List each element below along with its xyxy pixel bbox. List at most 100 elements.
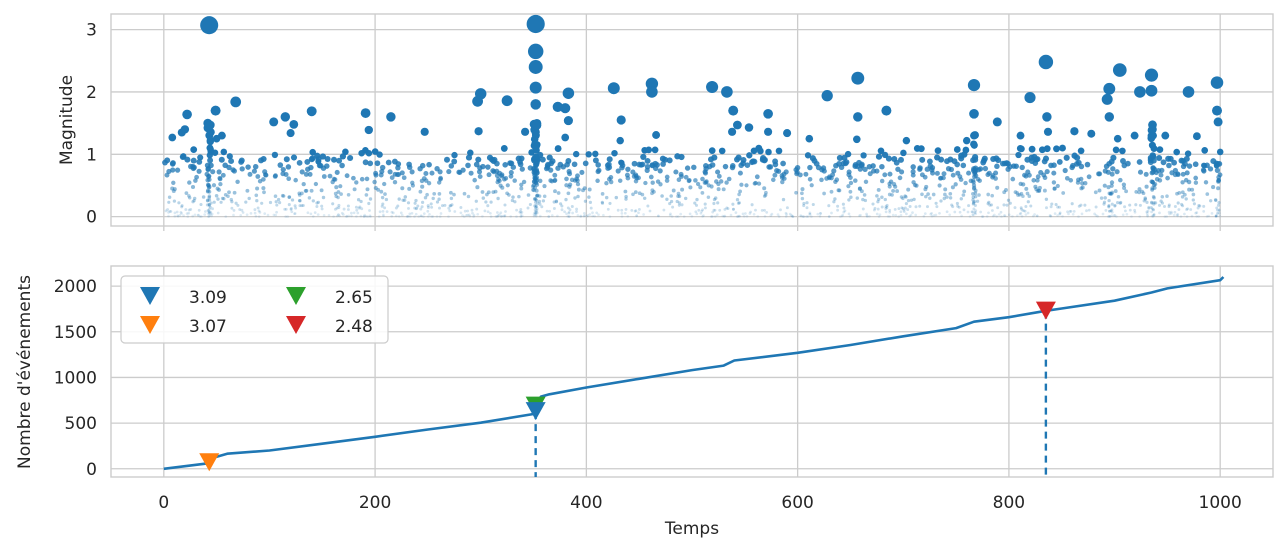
magnitude-point-182 [320,204,324,208]
magnitude-point-310 [582,211,586,215]
magnitude-point-1408 [287,203,291,207]
magnitude-point-893 [736,201,741,205]
legend-entries: 3.093.072.652.48 [140,287,373,337]
magnitude-point-1279 [206,198,210,202]
magnitude-point-1009 [519,166,525,172]
magnitude-point-165 [737,192,741,197]
magnitude-point-116 [1196,206,1200,210]
magnitude-point-1647 [947,156,954,163]
magnitude-point-802 [192,196,197,201]
magnitude-point-926 [167,200,171,204]
magnitude-point-801 [871,202,875,206]
magnitude-point-396 [735,198,740,202]
magnitude-point-1900 [607,82,620,95]
magnitude-point-1051 [447,206,451,210]
magnitude-point-240 [1035,189,1040,193]
magnitude-point-158 [475,207,479,211]
magnitude-point-496 [173,211,177,215]
magnitude-point-1380 [966,170,972,176]
magnitude-point-994 [534,211,538,215]
magnitude-point-376 [848,215,852,218]
magnitude-point-1805 [534,188,539,193]
magnitude-point-1546 [1031,178,1036,183]
magnitude-point-907 [818,214,822,218]
magnitude-point-1658 [945,166,952,172]
magnitude-point-968 [419,207,423,211]
magnitude-point-1337 [345,215,348,218]
magnitude-point-1968 [1113,134,1122,143]
magnitude-point-680 [909,213,913,217]
magnitude-point-110 [257,209,261,213]
magnitude-point-335 [1110,190,1114,195]
magnitude-point-1776 [206,208,210,212]
magnitude-point-760 [1023,209,1027,213]
magnitude-point-460 [648,209,652,213]
magnitude-point-1826 [534,205,538,209]
magnitude-point-543 [550,214,554,217]
magnitude-point-1731 [757,147,764,155]
magnitude-point-167 [1093,212,1096,216]
magnitude-point-1018 [1183,177,1189,183]
magnitude-point-195 [600,201,605,205]
magnitude-point-1249 [1055,183,1060,189]
magnitude-point-281 [816,212,820,216]
magnitude-point-787 [245,213,249,217]
magnitude-point-1316 [1141,191,1146,196]
magnitude-point-298 [1118,201,1122,205]
magnitude-point-941 [538,202,542,206]
magnitude-point-684 [1215,214,1218,218]
magnitude-point-1335 [683,174,689,180]
magnitude-point-648 [871,168,877,174]
magnitude-point-1251 [356,198,361,202]
magnitude-point-1242 [1083,181,1088,186]
magnitude-point-1432 [244,200,248,204]
magnitude-point-912 [1190,214,1194,218]
magnitude-point-1413 [588,200,593,204]
magnitude-point-1134 [953,210,957,214]
magnitude-point-1429 [625,175,631,181]
magnitude-point-1336 [414,207,418,211]
magnitude-point-142 [650,188,655,193]
magnitude-point-1188 [420,184,425,189]
magnitude-point-1419 [340,211,344,215]
magnitude-point-1610 [754,174,760,180]
magnitude-point-386 [1061,215,1064,218]
magnitude-point-1435 [203,213,207,216]
magnitude-point-878 [332,215,335,218]
magnitude-point-1102 [1138,215,1141,218]
magnitude-point-1099 [929,212,933,216]
magnitude-point-990 [1150,214,1154,218]
magnitude-point-1357 [283,207,287,211]
magnitude-point-1877 [1150,169,1156,175]
magnitude-point-607 [1167,210,1171,214]
magnitude-point-1331 [262,190,266,195]
magnitude-point-1386 [200,215,203,218]
magnitude-point-1889 [1038,54,1054,70]
magnitude-point-505 [309,188,314,193]
magnitude-point-309 [876,207,880,211]
magnitude-point-392 [585,214,589,218]
magnitude-point-1366 [1077,215,1080,218]
magnitude-point-557 [1026,211,1030,215]
magnitude-point-1138 [1175,213,1179,217]
magnitude-point-655 [1213,162,1220,169]
magnitude-point-344 [802,201,806,206]
magnitude-point-713 [721,187,726,192]
magnitude-point-743 [280,193,285,198]
magnitude-point-1395 [1093,190,1098,195]
magnitude-point-1030 [401,175,407,181]
magnitude-point-1817 [535,207,539,211]
magnitude-point-943 [422,212,426,215]
magnitude-point-981 [568,208,572,212]
magnitude-point-503 [744,183,749,188]
magnitude-point-148 [591,211,594,215]
magnitude-point-1751 [958,152,965,159]
magnitude-point-1403 [307,196,312,200]
magnitude-point-408 [489,215,493,218]
magnitude-point-576 [635,214,638,218]
magnitude-point-654 [1125,212,1129,216]
magnitude-point-1488 [899,169,905,175]
legend-marker-0 [140,287,160,305]
magnitude-point-795 [1146,209,1150,213]
magnitude-point-919 [891,188,896,193]
